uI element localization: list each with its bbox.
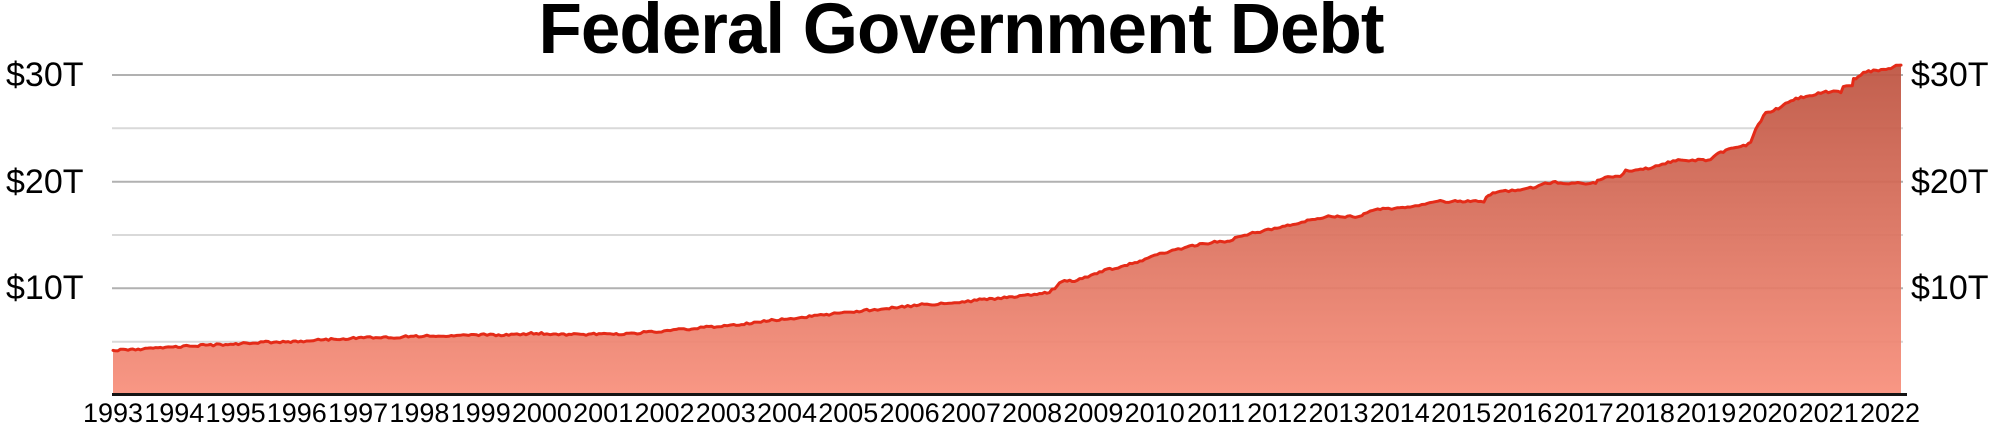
x-tick-label: 2003 xyxy=(695,398,756,428)
x-axis-labels: 1993 1994 1995 1996 1997 1998 1999 2000 2001 2002… xyxy=(0,398,2000,435)
x-tick-label: 2001 xyxy=(573,398,634,428)
x-tick-label: 2010 xyxy=(1124,398,1185,428)
debt-area xyxy=(113,65,1901,395)
x-tick-label: 2007 xyxy=(940,398,1001,428)
x-tick-label: 2021 xyxy=(1798,398,1859,428)
x-tick-label: 1997 xyxy=(328,398,389,428)
debt-line xyxy=(111,63,1903,353)
x-tick-label: 2017 xyxy=(1553,398,1614,428)
x-tick-label: 2011 xyxy=(1186,398,1246,428)
x-tick-label: 1993 xyxy=(82,398,144,428)
x-tick-label: 1995 xyxy=(205,398,266,428)
x-tick-label: 2016 xyxy=(1492,398,1553,428)
x-tick-label: 2014 xyxy=(1369,398,1430,428)
x-tick-label: 2013 xyxy=(1308,398,1369,428)
x-tick-label: 2006 xyxy=(879,398,940,428)
x-tick-label: 2019 xyxy=(1676,398,1737,428)
x-tick-label: 2002 xyxy=(634,398,695,428)
x-tick-label: 2008 xyxy=(1002,398,1063,428)
x-tick-label: 2009 xyxy=(1063,398,1124,428)
x-tick-label: 1998 xyxy=(389,398,450,428)
x-tick-label: 1996 xyxy=(266,398,327,428)
x-tick-label: 2012 xyxy=(1247,398,1308,428)
x-tick-label: 2020 xyxy=(1737,398,1798,428)
x-tick-label: 1994 xyxy=(144,398,205,428)
x-tick-label: 2004 xyxy=(756,398,818,428)
x-tick-label: 2022 xyxy=(1859,398,1921,428)
chart-title: Federal Government Debt xyxy=(538,0,1385,69)
x-tick-label: 1999 xyxy=(450,398,511,428)
x-tick-label: 2000 xyxy=(511,398,572,428)
x-tick-label: 2015 xyxy=(1431,398,1492,428)
x-tick-label: 2005 xyxy=(818,398,879,428)
x-tick-label: 2018 xyxy=(1614,398,1675,428)
